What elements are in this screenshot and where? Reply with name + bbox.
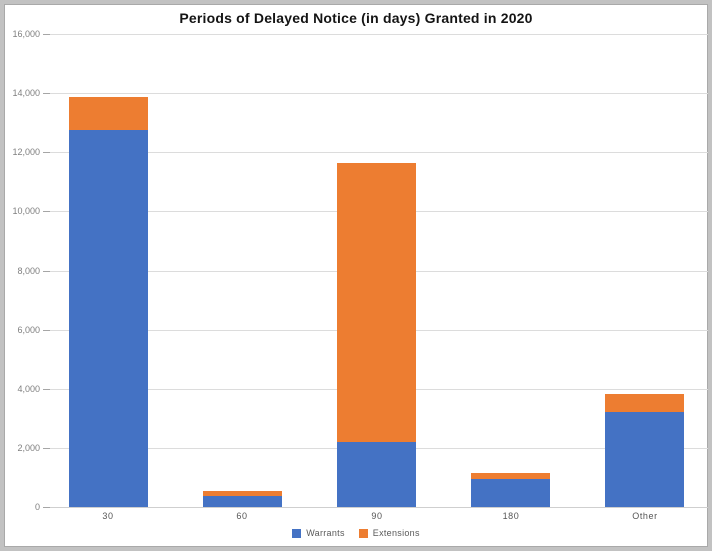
y-axis-label-12000: 12,000 [12, 147, 40, 157]
bar-90-warrants [337, 442, 416, 507]
y-axis-tick-8000 [43, 271, 50, 272]
legend: Warrants Extensions [4, 528, 708, 538]
bar-30-extensions [69, 97, 148, 130]
y-axis-tick-4000 [43, 389, 50, 390]
x-axis-label-180: 180 [502, 511, 520, 521]
x-axis-label-60: 60 [236, 511, 248, 521]
x-axis-label-90: 90 [371, 511, 383, 521]
legend-item-warrants: Warrants [292, 528, 345, 538]
x-axis-label-other: Other [632, 511, 658, 521]
y-axis-tick-2000 [43, 448, 50, 449]
y-axis-tick-16000 [43, 34, 50, 35]
legend-swatch-extensions [358, 528, 368, 538]
bar-60-warrants [203, 496, 282, 507]
y-axis-label-14000: 14,000 [12, 88, 40, 98]
gridline-0 [50, 507, 708, 508]
legend-item-extensions: Extensions [358, 528, 420, 538]
gridline-16000 [50, 34, 708, 35]
y-axis-label-6000: 6,000 [17, 325, 40, 335]
y-axis-label-2000: 2,000 [17, 443, 40, 453]
gridline-14000 [50, 93, 708, 94]
gridline-12000 [50, 152, 708, 153]
y-axis-label-4000: 4,000 [17, 384, 40, 394]
legend-swatch-warrants [292, 528, 302, 538]
y-axis-label-10000: 10,000 [12, 206, 40, 216]
bar-other-extensions [605, 394, 684, 412]
y-axis-tick-12000 [43, 152, 50, 153]
chart-title: Periods of Delayed Notice (in days) Gran… [179, 10, 533, 26]
y-axis-tick-10000 [43, 211, 50, 212]
y-axis-label-16000: 16,000 [12, 29, 40, 39]
bar-180-warrants [471, 479, 550, 507]
bar-60-extensions [203, 491, 282, 496]
bar-30-warrants [69, 130, 148, 507]
y-axis-label-0: 0 [34, 502, 40, 512]
legend-label-warrants: Warrants [306, 528, 345, 538]
bar-other-warrants [605, 412, 684, 507]
y-axis-tick-14000 [43, 93, 50, 94]
y-axis-tick-6000 [43, 330, 50, 331]
y-axis-tick-0 [43, 507, 50, 508]
bar-90-extensions [337, 163, 416, 442]
y-axis-label-8000: 8,000 [17, 266, 40, 276]
bar-180-extensions [471, 473, 550, 479]
legend-label-extensions: Extensions [372, 528, 420, 538]
x-axis-label-30: 30 [102, 511, 114, 521]
